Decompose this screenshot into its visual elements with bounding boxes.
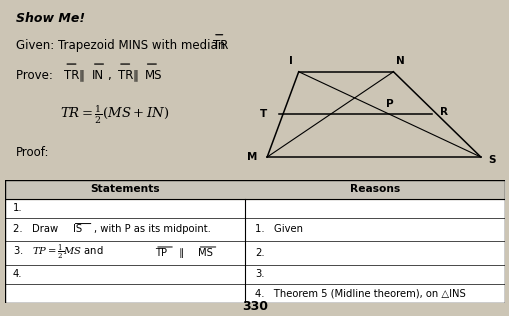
Text: Prove:: Prove: <box>16 69 56 82</box>
Text: $TR = \frac{1}{2}(MS + IN)$: $TR = \frac{1}{2}(MS + IN)$ <box>60 103 169 125</box>
Text: Statements: Statements <box>90 184 159 194</box>
Text: 1.   Given: 1. Given <box>254 224 302 234</box>
Text: 4.   Theorem 5 (Midline theorem), on △INS: 4. Theorem 5 (Midline theorem), on △INS <box>254 289 465 299</box>
Text: IN: IN <box>92 69 104 82</box>
Text: TP: TP <box>155 247 167 258</box>
Text: I: I <box>289 56 293 66</box>
Text: MS: MS <box>197 247 212 258</box>
Text: ∥: ∥ <box>133 69 142 82</box>
Text: 2.   Draw: 2. Draw <box>13 224 61 234</box>
Text: 4.: 4. <box>13 270 22 279</box>
Text: N: N <box>395 56 404 66</box>
Text: Show Me!: Show Me! <box>16 12 85 25</box>
Text: T: T <box>260 109 267 119</box>
Text: TR: TR <box>118 69 133 82</box>
Text: ,: , <box>106 69 110 82</box>
Text: IS: IS <box>72 224 81 234</box>
Text: ∥: ∥ <box>79 69 89 82</box>
Text: , with P as its midpoint.: , with P as its midpoint. <box>93 224 210 234</box>
Text: P: P <box>385 99 393 109</box>
Text: Given: Trapezoid MINS with median: Given: Trapezoid MINS with median <box>16 39 229 52</box>
Text: 2.: 2. <box>254 247 264 258</box>
Text: Reasons: Reasons <box>349 184 399 194</box>
Text: R: R <box>439 106 447 117</box>
Text: TR: TR <box>213 39 228 52</box>
Text: MS: MS <box>145 69 162 82</box>
Text: S: S <box>487 155 495 165</box>
Text: ∥: ∥ <box>176 247 187 258</box>
Text: Proof:: Proof: <box>16 146 49 159</box>
Text: TR: TR <box>64 69 79 82</box>
Text: 3.   $TP = \frac{1}{2}MS$ and: 3. $TP = \frac{1}{2}MS$ and <box>13 243 104 262</box>
Text: 1.: 1. <box>13 203 22 213</box>
Text: 330: 330 <box>242 300 267 313</box>
Text: 3.: 3. <box>254 270 264 279</box>
Text: M: M <box>246 152 257 162</box>
